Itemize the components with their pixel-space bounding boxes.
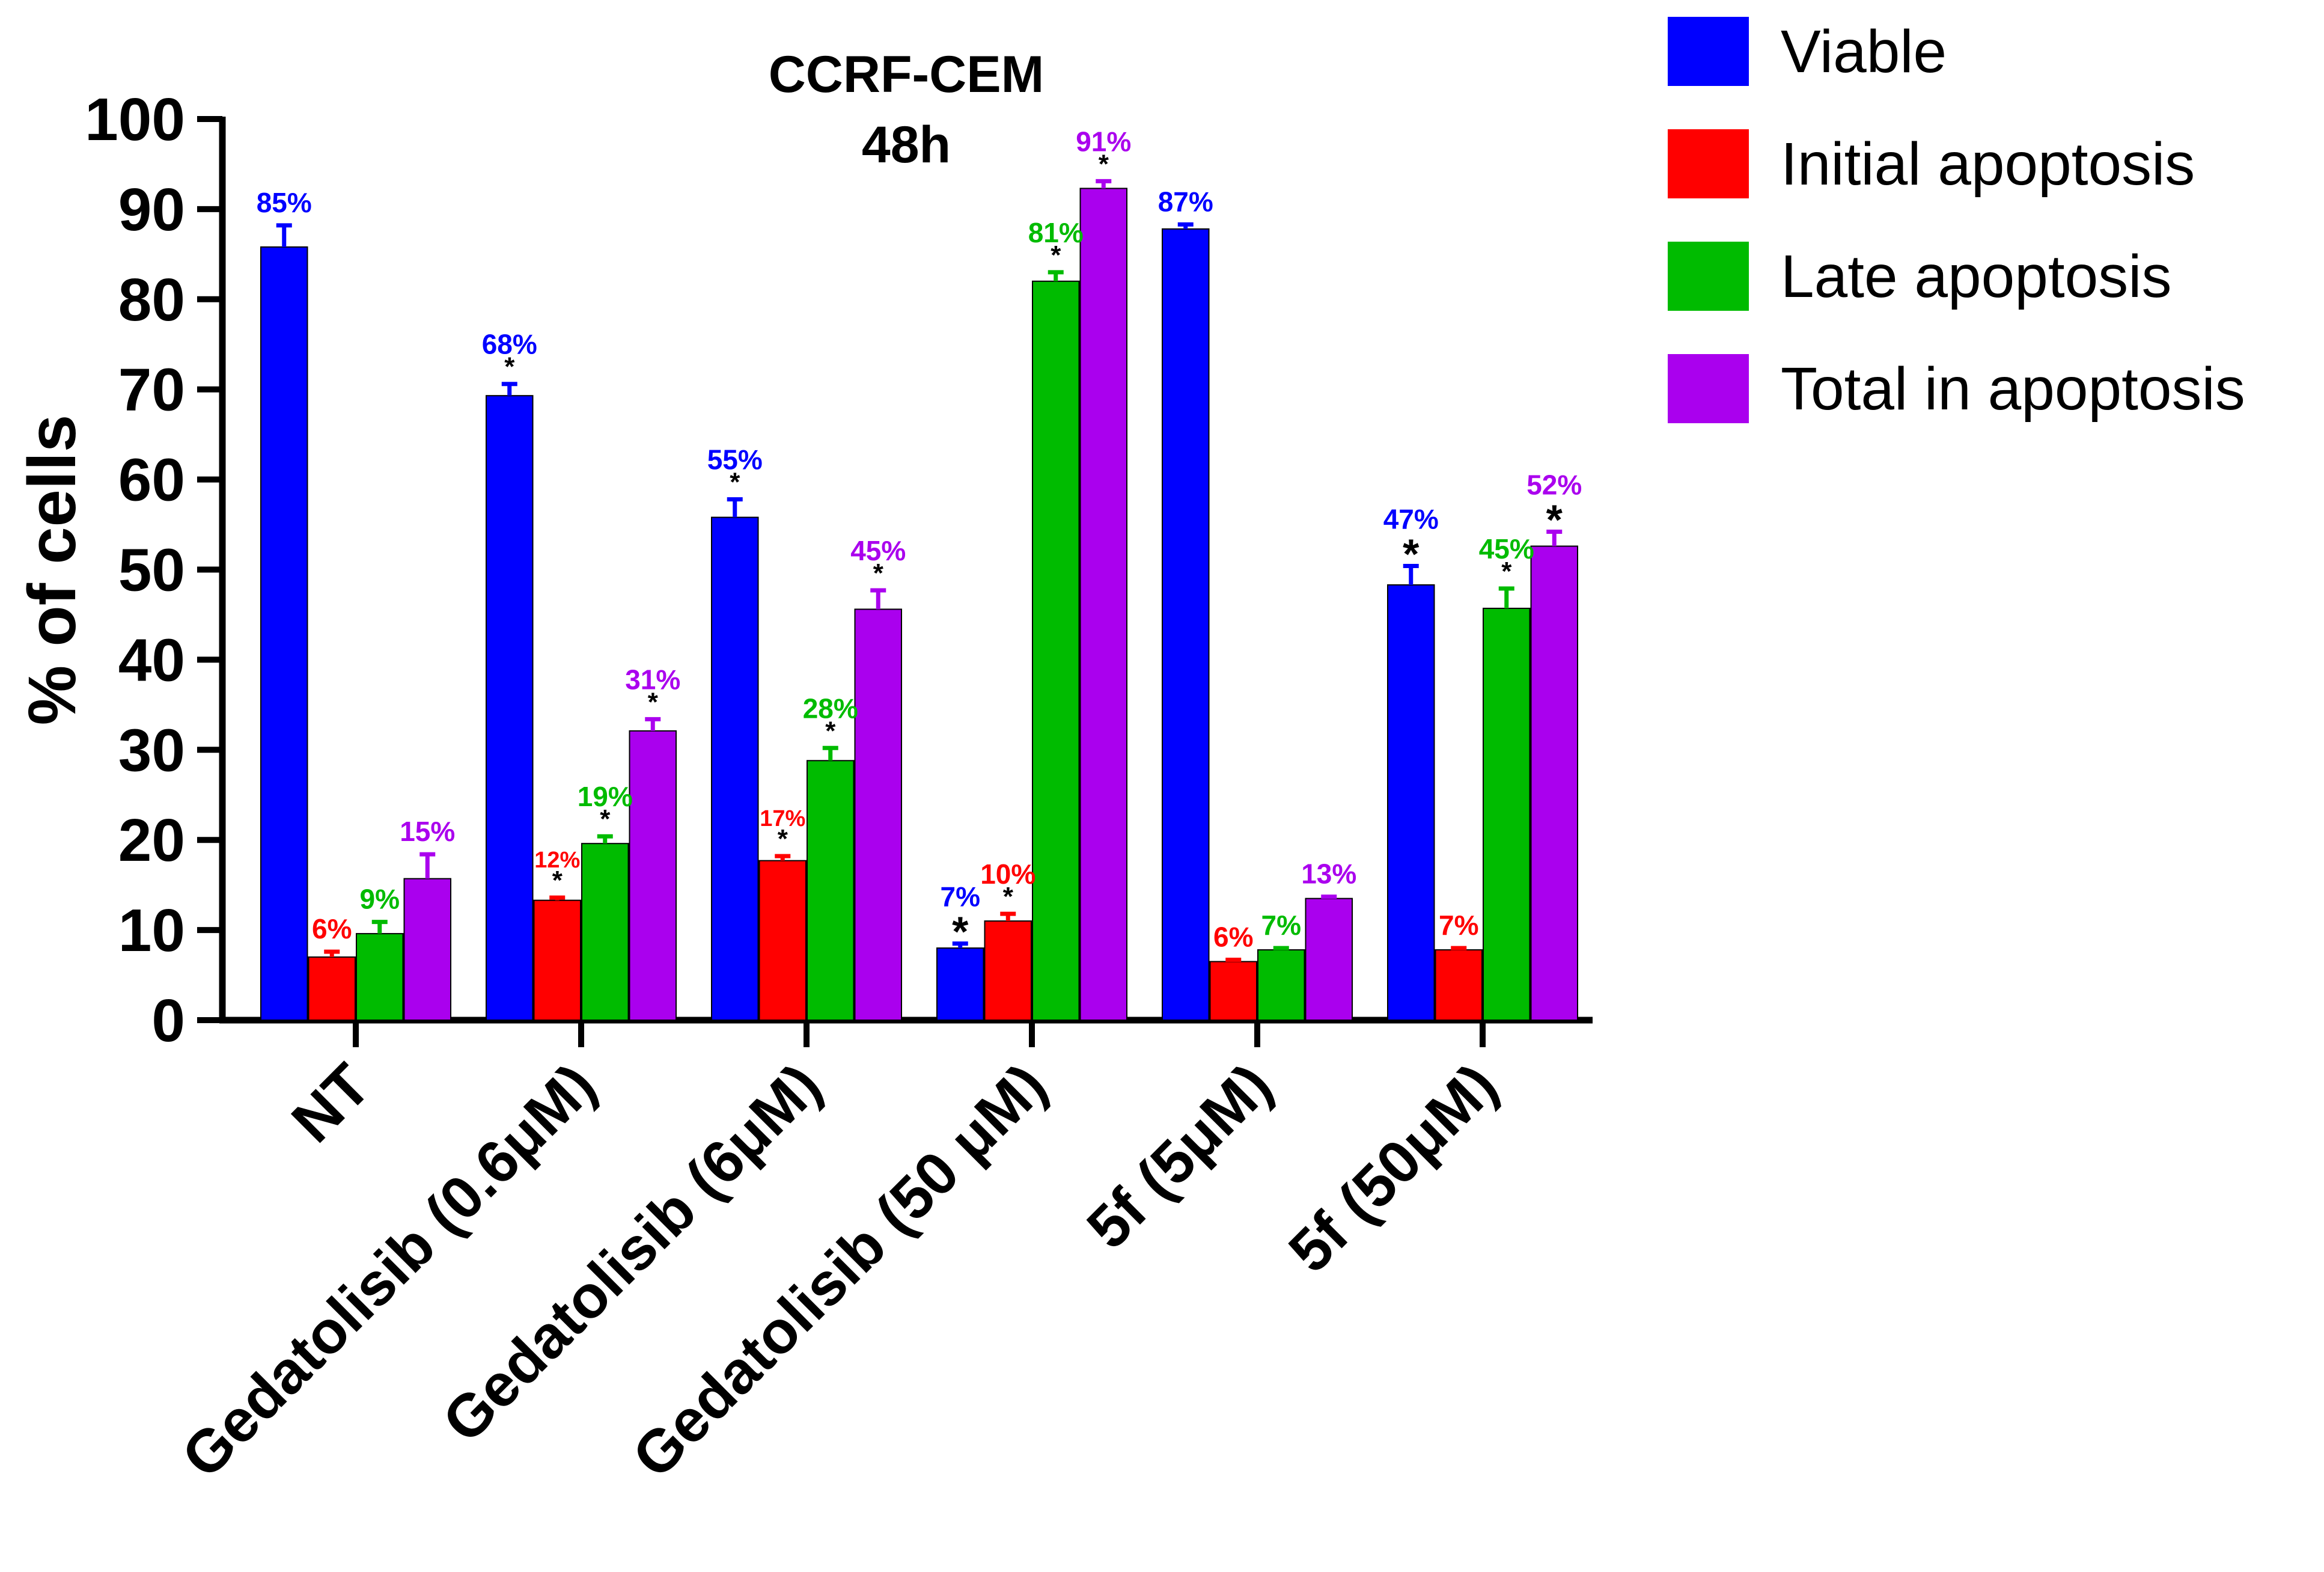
significance-marker: * [1003, 882, 1014, 911]
data-label-total-in-apoptosis-2: 45% [850, 535, 906, 566]
y-tick-label: 30 [118, 717, 185, 784]
bar-late-apoptosis-4 [1257, 949, 1305, 1021]
data-label-initial-apoptosis-5: 7% [1439, 910, 1478, 941]
data-label-total-in-apoptosis-3: 91% [1076, 126, 1131, 157]
significance-marker: * [1546, 497, 1563, 543]
data-label-viable-1: 68% [482, 329, 537, 360]
significance-marker: * [600, 804, 611, 834]
bar-total-in-apoptosis-3 [1079, 188, 1127, 1021]
chart-title-line-1: CCRF-CEM [769, 46, 1045, 103]
bar-total-in-apoptosis-5 [1530, 545, 1578, 1021]
legend-swatch-initial-apoptosis [1668, 129, 1749, 198]
data-label-initial-apoptosis-3: 10% [980, 858, 1035, 890]
x-tick-label-2: Gedatolisib (6μM) [430, 1051, 834, 1455]
bar-late-apoptosis-2 [807, 760, 855, 1021]
bar-total-in-apoptosis-1 [629, 730, 677, 1021]
bars [260, 179, 1578, 1021]
data-label-total-in-apoptosis-0: 15% [400, 816, 455, 847]
y-tick-label: 70 [118, 356, 185, 424]
y-tick-label: 100 [85, 86, 185, 153]
bar-initial-apoptosis-1 [533, 899, 581, 1021]
y-tick-label: 40 [118, 626, 185, 694]
x-tick-label-1: Gedatolisib (0.6μM) [169, 1051, 608, 1490]
legend-swatch-viable [1668, 17, 1749, 86]
x-tick-label-3: Gedatolisib (50 μM) [620, 1051, 1059, 1490]
significance-marker: * [778, 824, 788, 854]
data-label-total-in-apoptosis-1: 31% [625, 664, 680, 695]
bar-initial-apoptosis-3 [984, 920, 1032, 1021]
significance-marker: * [1501, 557, 1512, 586]
data-label-initial-apoptosis-0: 6% [312, 913, 352, 944]
legend-swatch-late-apoptosis [1668, 242, 1749, 311]
y-tick-label: 20 [118, 807, 185, 874]
data-label-late-apoptosis-3: 81% [1028, 217, 1084, 248]
data-label-late-apoptosis-1: 19% [578, 781, 633, 812]
legend-label-late-apoptosis: Late apoptosis [1781, 243, 2172, 310]
chart-title-line-2: 48h [862, 116, 951, 174]
data-label-viable-3: 7% [941, 881, 980, 913]
data-label-initial-apoptosis-2: 17% [760, 806, 805, 831]
bar-initial-apoptosis-4 [1209, 961, 1257, 1021]
significance-marker: * [504, 352, 515, 382]
legend-label-viable: Viable [1781, 18, 1947, 85]
significance-marker: * [648, 687, 659, 717]
data-label-late-apoptosis-0: 9% [360, 884, 400, 915]
bar-initial-apoptosis-0 [308, 956, 356, 1021]
bar-viable-4 [1162, 228, 1210, 1021]
bar-viable-3 [936, 947, 984, 1021]
significance-marker: * [873, 558, 884, 588]
x-tick-label-5: 5f (50μM) [1276, 1051, 1510, 1285]
bar-late-apoptosis-1 [581, 843, 629, 1021]
data-label-viable-0: 85% [257, 187, 312, 218]
legend-label-initial-apoptosis: Initial apoptosis [1781, 130, 2195, 198]
bar-viable-2 [711, 516, 759, 1021]
legend-swatch-total-in-apoptosis [1668, 354, 1749, 423]
significance-marker: * [1051, 240, 1061, 270]
chart-title: CCRF-CEM 48h [769, 46, 1045, 174]
significance-marker: * [1403, 531, 1420, 578]
significance-marker: * [730, 468, 740, 497]
bar-late-apoptosis-3 [1032, 280, 1080, 1021]
bar-initial-apoptosis-5 [1435, 949, 1483, 1021]
bar-total-in-apoptosis-4 [1305, 898, 1353, 1021]
data-label-initial-apoptosis-4: 6% [1213, 922, 1253, 953]
data-label-late-apoptosis-5: 45% [1479, 533, 1534, 564]
significance-marker: * [552, 866, 563, 895]
y-tick-label: 10 [118, 897, 185, 964]
bar-viable-0 [260, 246, 308, 1021]
data-label-total-in-apoptosis-5: 52% [1526, 469, 1582, 501]
data-label-initial-apoptosis-1: 12% [534, 848, 580, 873]
y-tick-label: 0 [151, 987, 185, 1054]
y-tick-label: 50 [118, 537, 185, 604]
significance-marker: * [825, 716, 836, 745]
bar-viable-1 [486, 395, 534, 1021]
bar-total-in-apoptosis-2 [854, 608, 902, 1021]
significance-marker: * [1099, 149, 1109, 179]
x-tick-label-0: NT [279, 1051, 383, 1155]
y-tick-label: 90 [118, 176, 185, 243]
data-label-viable-4: 87% [1158, 186, 1213, 217]
legend-label-total-in-apoptosis: Total in apoptosis [1781, 355, 2245, 423]
data-label-total-in-apoptosis-4: 13% [1301, 858, 1356, 890]
data-label-late-apoptosis-4: 7% [1261, 910, 1301, 941]
y-axis-title: % of cells [14, 415, 90, 726]
x-tick-label-4: 5f (5μM) [1074, 1051, 1284, 1261]
bar-viable-5 [1387, 584, 1435, 1021]
data-labels: 85%*68%*55%*7%87%*47%6%*12%*17%*10%6% 7%9… [257, 126, 1582, 955]
legend: Viable Initial apoptosis Late apoptosis Tot… [1668, 17, 2245, 423]
bar-total-in-apoptosis-0 [403, 878, 451, 1021]
bar-late-apoptosis-5 [1483, 607, 1531, 1021]
y-tick-label: 60 [118, 447, 185, 514]
data-label-late-apoptosis-2: 28% [803, 693, 858, 724]
significance-marker: * [952, 908, 969, 955]
data-label-viable-5: 47% [1383, 504, 1439, 535]
y-tick-label: 80 [118, 266, 185, 334]
data-label-viable-2: 55% [707, 444, 763, 476]
bar-initial-apoptosis-2 [758, 860, 807, 1021]
bar-late-apoptosis-0 [356, 933, 404, 1021]
